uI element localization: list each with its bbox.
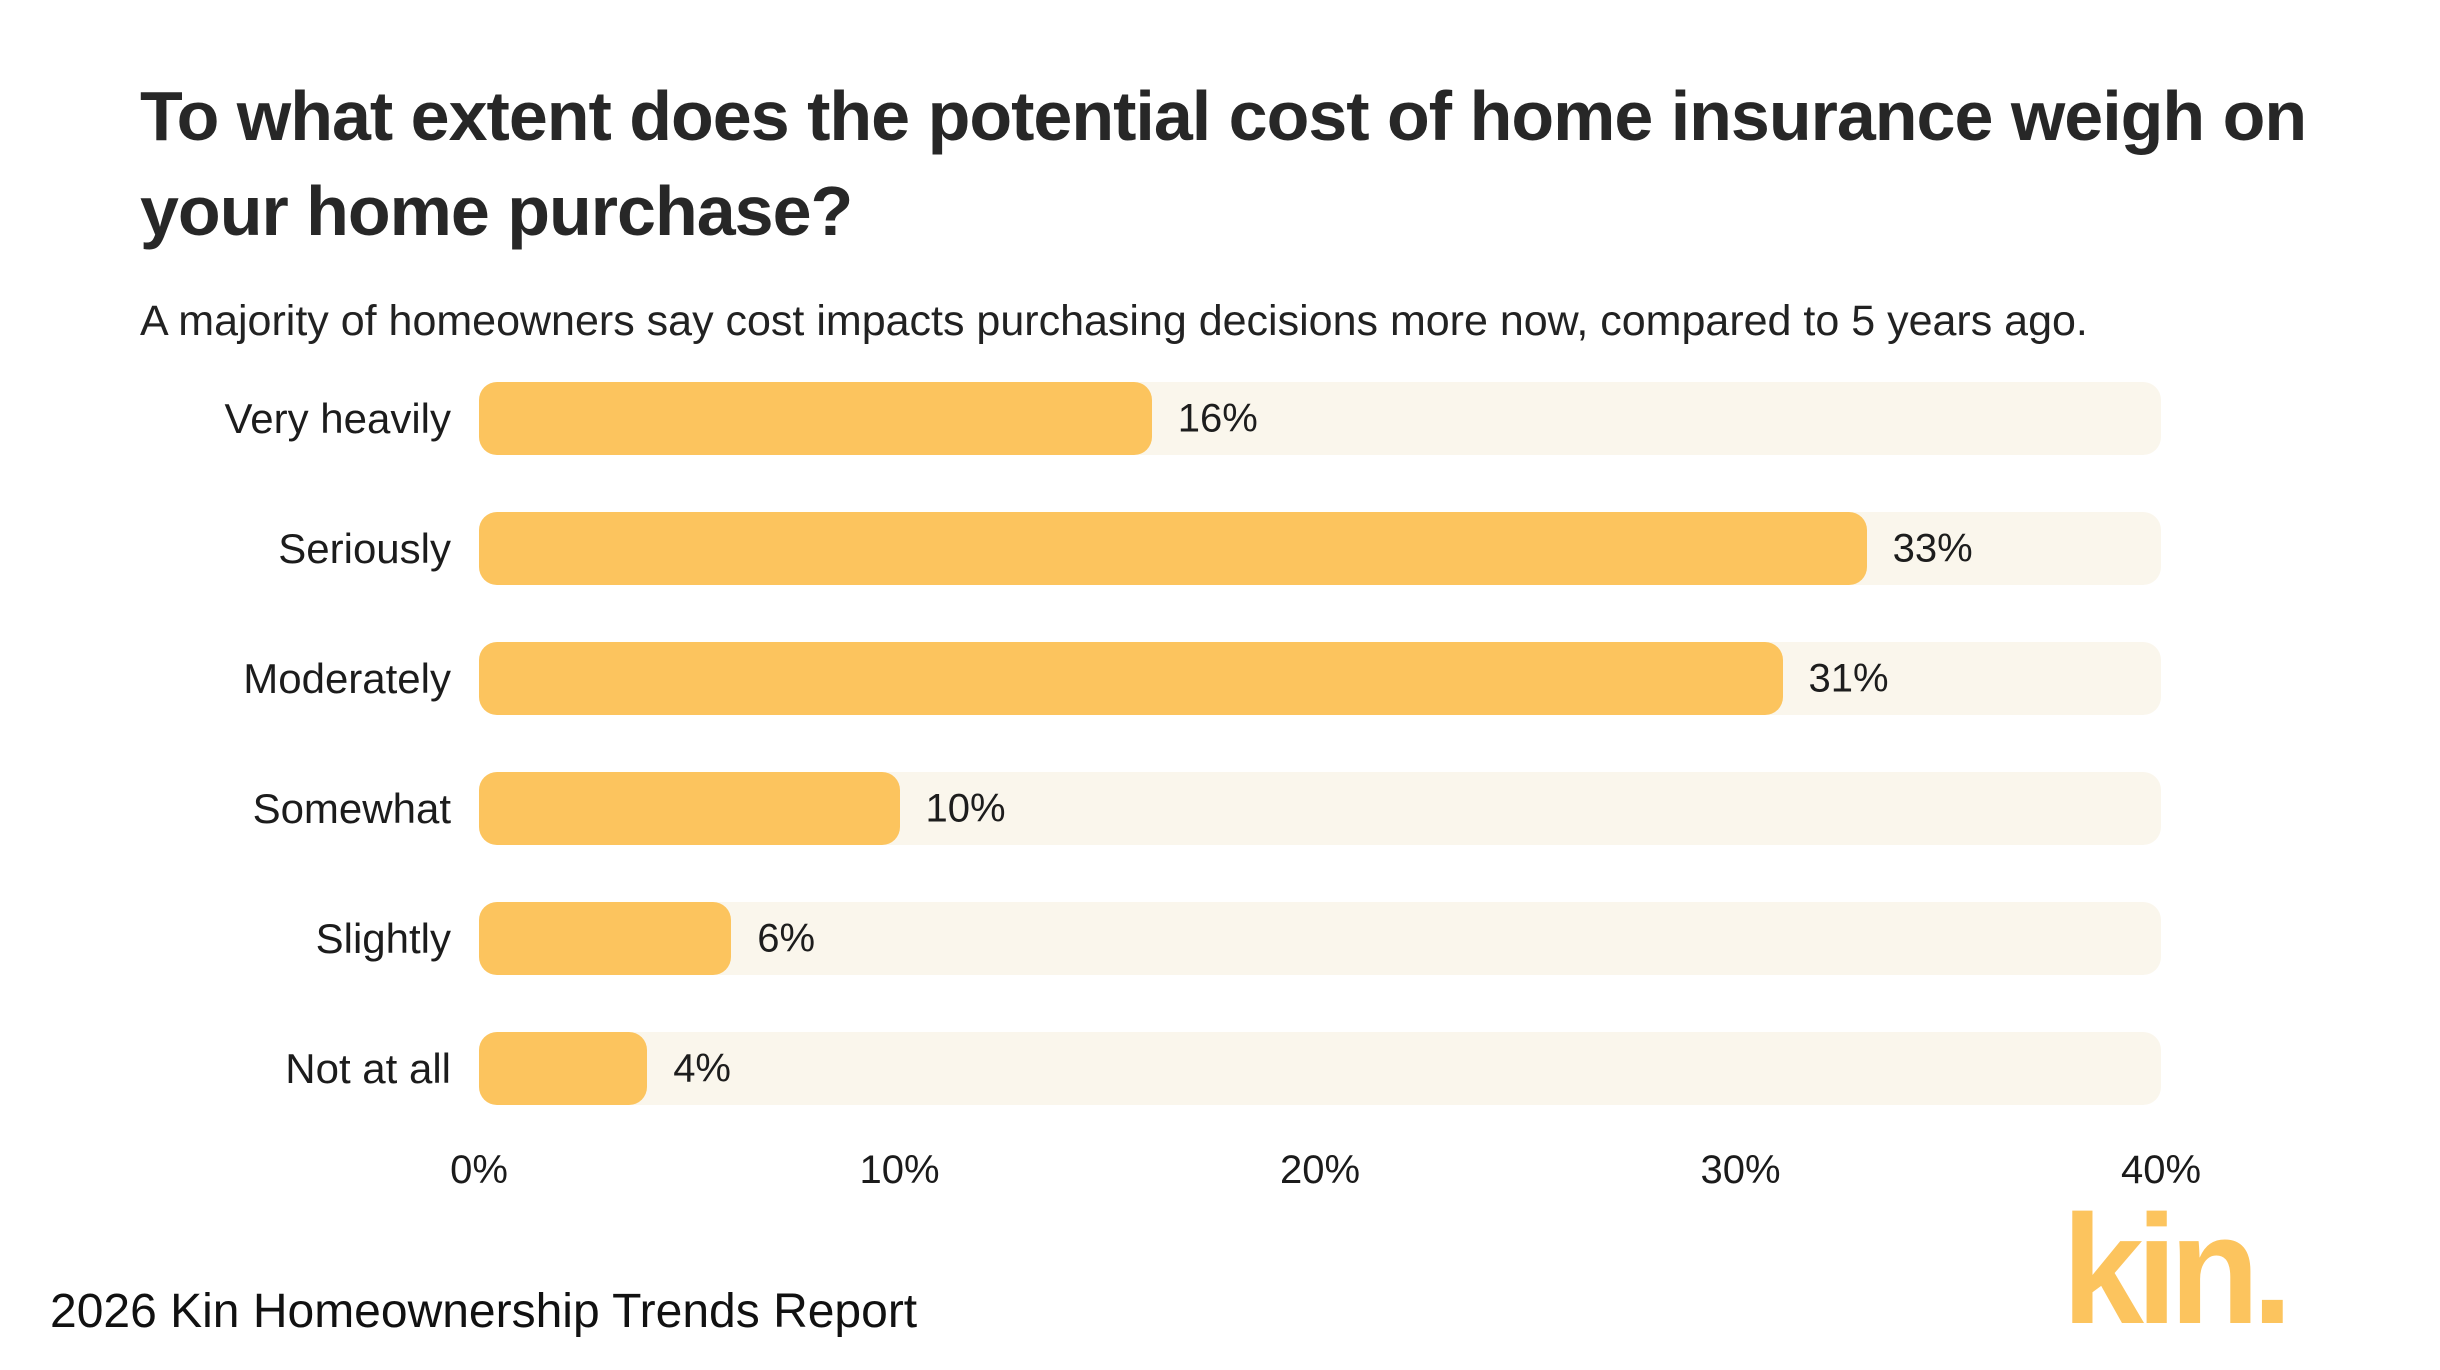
chart-row: Very heavily 16%	[140, 382, 2161, 455]
x-tick-label: 0%	[450, 1148, 508, 1192]
x-axis: 0% 10% 20% 30% 40%	[450, 1146, 2201, 1196]
category-label: Seriously	[278, 524, 451, 572]
category-label: Not at all	[285, 1044, 451, 1092]
chart-row: Somewhat 10%	[140, 772, 2161, 845]
x-tick-label: 40%	[2120, 1148, 2202, 1192]
chart-row: Seriously 33%	[140, 512, 2161, 585]
chart-subtitle: A majority of homeowners say cost impact…	[140, 297, 2088, 345]
chart-row: Slightly 6%	[140, 902, 2161, 975]
category-label: Moderately	[243, 654, 451, 702]
category-label: Very heavily	[224, 394, 451, 442]
x-tick-label: 30%	[1700, 1148, 1781, 1192]
bar-track: 4%	[479, 1032, 2161, 1105]
value-label: 6%	[757, 916, 816, 960]
value-label: 33%	[1892, 526, 1973, 570]
bar	[479, 772, 900, 845]
bar-track: 6%	[479, 902, 2161, 975]
chart-row: Not at all 4%	[140, 1032, 2161, 1105]
x-tick-label: 20%	[1279, 1148, 1361, 1192]
category-label: Somewhat	[252, 784, 451, 832]
bar-track: 10%	[479, 772, 2161, 845]
bar-chart: Very heavily 16% Seriously 33% Moderatel…	[140, 382, 2161, 1105]
bar	[479, 642, 1783, 715]
value-label: 16%	[1177, 396, 1258, 440]
kin-logo: kin.	[2062, 1183, 2293, 1356]
bar	[479, 1032, 648, 1105]
bar	[479, 382, 1152, 455]
bar-track: 16%	[479, 382, 2161, 455]
bar-track: 33%	[479, 512, 2161, 585]
value-label: 31%	[1808, 656, 1889, 700]
bar	[479, 512, 1867, 585]
value-label: 10%	[925, 786, 1006, 830]
category-label: Slightly	[315, 914, 451, 962]
x-tick-label: 10%	[859, 1148, 940, 1192]
bar	[479, 902, 732, 975]
bar-track: 31%	[479, 642, 2161, 715]
source-label: 2026 Kin Homeownership Trends Report	[50, 1285, 918, 1338]
chart-row: Moderately 31%	[140, 642, 2161, 715]
chart-title: To what extent does the potential cost o…	[140, 76, 2307, 250]
value-label: 4%	[673, 1046, 731, 1090]
